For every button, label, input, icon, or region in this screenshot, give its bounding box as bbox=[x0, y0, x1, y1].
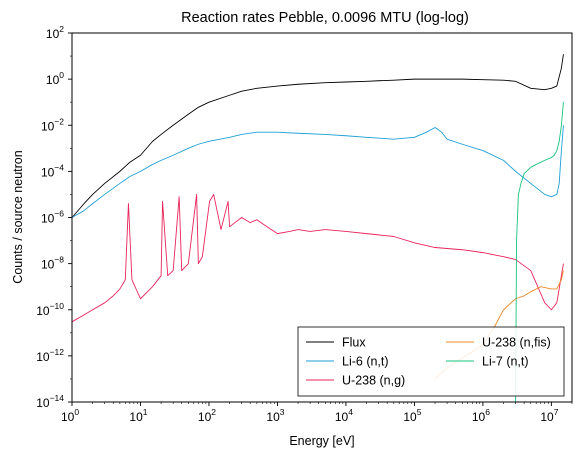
x-tick-label: 107 bbox=[540, 407, 558, 424]
legend-label: U-238 (n,g) bbox=[342, 374, 405, 388]
x-tick-label: 102 bbox=[198, 407, 216, 424]
series-line-1 bbox=[72, 125, 563, 217]
chart-title: Reaction rates Pebble, 0.0096 MTU (log-l… bbox=[181, 10, 469, 26]
x-tick-label: 104 bbox=[335, 407, 353, 424]
y-axis-label: Counts / source neutron bbox=[11, 150, 25, 283]
x-tick-label: 101 bbox=[129, 407, 147, 424]
x-tick-label: 105 bbox=[403, 407, 421, 424]
y-tick-label: 10−12 bbox=[36, 347, 64, 364]
y-tick-label: 102 bbox=[46, 24, 64, 41]
legend-label: U-238 (n,fis) bbox=[482, 336, 551, 350]
y-tick-label: 10−2 bbox=[41, 116, 64, 133]
y-tick-label: 10−4 bbox=[41, 162, 64, 179]
legend-label: Li-6 (n,t) bbox=[342, 355, 389, 369]
x-tick-label: 100 bbox=[61, 407, 79, 424]
y-tick-label: 100 bbox=[46, 70, 64, 87]
legend-label: Flux bbox=[342, 336, 366, 350]
x-tick-label: 106 bbox=[472, 407, 490, 424]
legend: Flux Li-6 (n,t) U-238 (n,g) U-238 (n,fis) Li… bbox=[298, 327, 564, 396]
y-tick-label: 10−6 bbox=[41, 209, 64, 226]
x-axis-label: Energy [eV] bbox=[289, 434, 354, 448]
x-tick-label: 103 bbox=[266, 407, 284, 424]
y-tick-label: 10−14 bbox=[36, 393, 64, 410]
series-line-2 bbox=[72, 194, 563, 321]
series-line-0 bbox=[72, 54, 563, 217]
y-tick-label: 10−8 bbox=[41, 255, 64, 272]
y-tick-label: 10−10 bbox=[36, 301, 64, 318]
legend-label: Li-7 (n,t) bbox=[482, 355, 529, 369]
